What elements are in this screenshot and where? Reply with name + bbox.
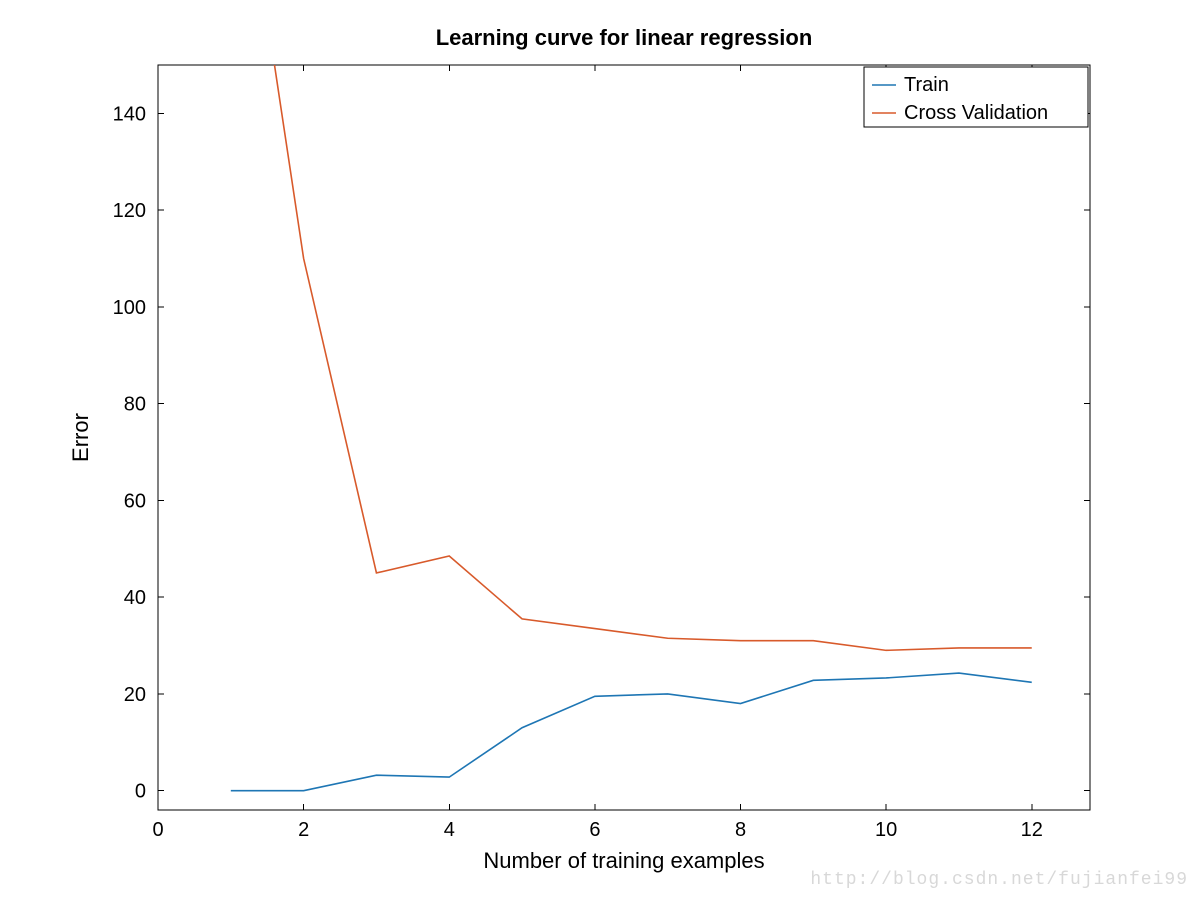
xtick-label: 6 [589,819,600,841]
ytick-label: 40 [124,587,146,609]
chart-title: Learning curve for linear regression [436,25,813,50]
ytick-label: 140 [113,103,146,125]
xtick-label: 8 [735,819,746,841]
series-train [231,673,1032,791]
plot-box [158,65,1090,810]
ytick-label: 100 [113,297,146,319]
ytick-label: 20 [124,684,146,706]
xtick-label: 0 [152,819,163,841]
legend-label: Cross Validation [904,102,1048,124]
chart-container: 024681012020406080100120140Number of tra… [0,0,1200,898]
ytick-label: 120 [113,200,146,222]
legend-label: Train [904,74,949,96]
xtick-label: 12 [1021,819,1043,841]
x-axis-label: Number of training examples [483,848,764,873]
ytick-label: 60 [124,490,146,512]
watermark-text: http://blog.csdn.net/fujianfei99 [810,870,1188,890]
y-axis-label: Error [68,413,93,462]
ytick-label: 0 [135,781,146,803]
ytick-label: 80 [124,394,146,416]
xtick-label: 4 [444,819,455,841]
xtick-label: 2 [298,819,309,841]
xtick-label: 10 [875,819,897,841]
chart-svg: 024681012020406080100120140Number of tra… [0,0,1200,898]
